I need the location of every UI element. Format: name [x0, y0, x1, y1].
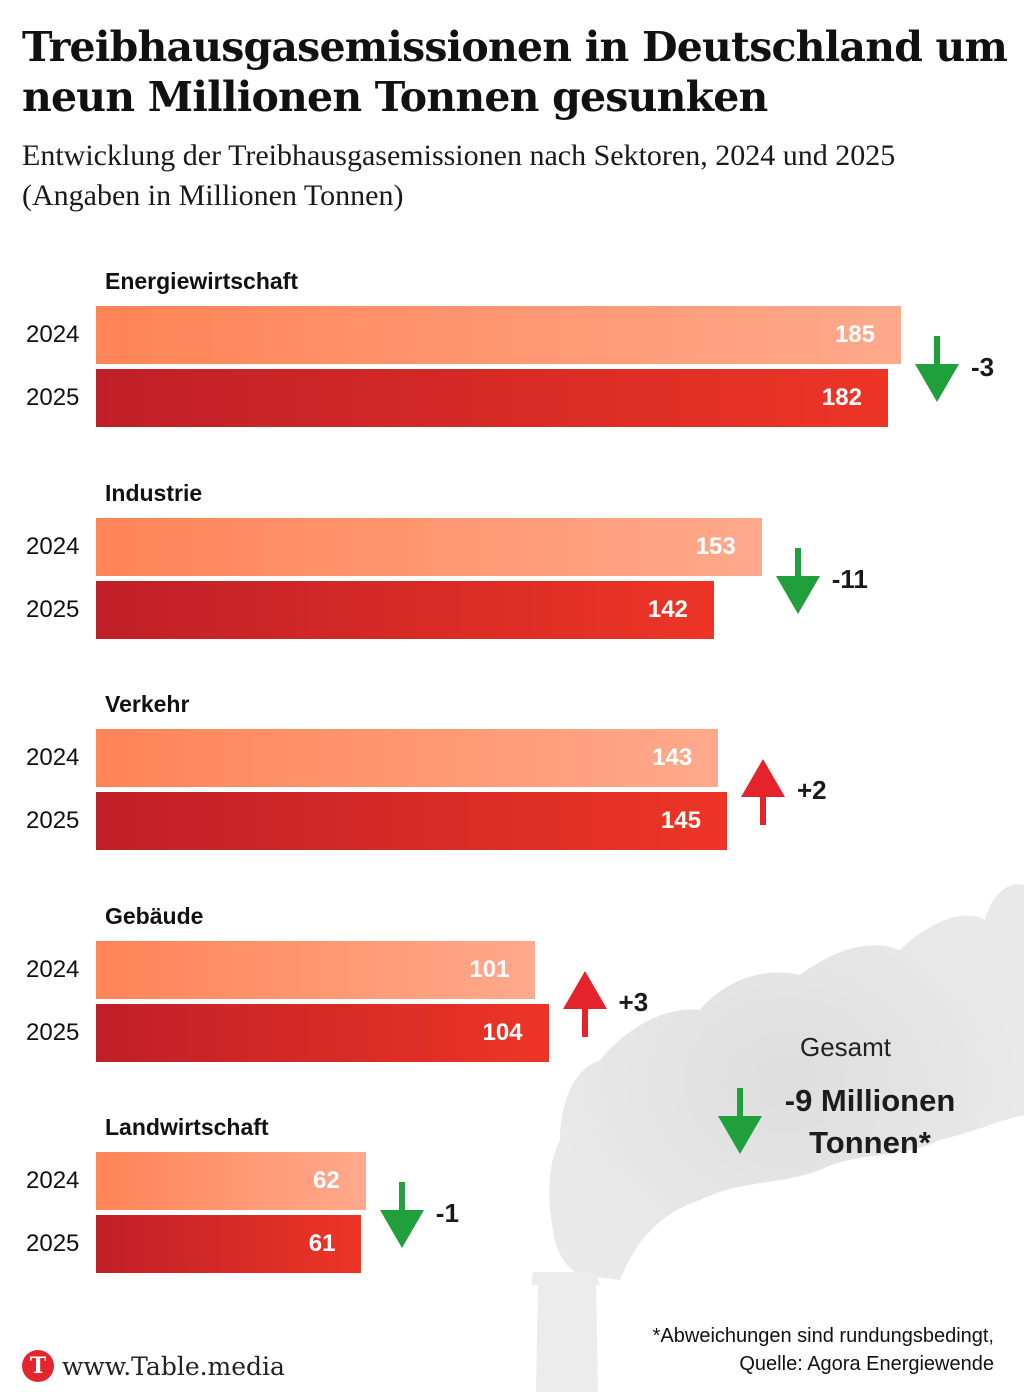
year-label: 2024: [26, 532, 80, 560]
table-media-logo-icon: T: [22, 1350, 54, 1382]
year-label: 2025: [26, 1018, 80, 1046]
bar-value-label: 61: [308, 1230, 336, 1257]
arrow-down-icon: [775, 547, 820, 614]
year-label: 2025: [26, 384, 80, 411]
bar-value-label: 62: [313, 1167, 340, 1194]
change-indicator-gebaeude: +3: [562, 970, 703, 1041]
bar-industrie-2025: 142: [96, 580, 714, 639]
arrow-down-icon: [915, 336, 959, 402]
year-label: 2024: [26, 321, 80, 348]
bar-value-label: 185: [834, 321, 875, 348]
bar-gebaeude-2025: 104: [96, 1003, 549, 1062]
change-indicator-landwirtschaft: -1: [379, 1182, 520, 1252]
arrow-down-icon: [379, 1182, 424, 1248]
bar-value-label: 142: [647, 595, 688, 623]
bar-value-label: 182: [821, 384, 862, 411]
change-value-label: -1: [435, 1198, 459, 1228]
sector-label-verkehr: Verkehr: [105, 691, 190, 717]
bar-value-label: 153: [695, 532, 736, 560]
bar-value-label: 143: [652, 744, 693, 771]
brand-url[interactable]: www.Table.media: [62, 1351, 285, 1381]
year-label: 2025: [26, 807, 80, 834]
sector-label-energiewirtschaft: Energiewirtschaft: [105, 268, 298, 294]
bar-industrie-2024: 153: [96, 517, 762, 576]
sector-label-industrie: Industrie: [105, 479, 203, 506]
footnote-source: Quelle: Agora Energiewende: [739, 1353, 994, 1375]
year-label: 2024: [26, 955, 80, 983]
change-value-label: -11: [831, 563, 868, 594]
bar-verkehr-2024: 143: [96, 729, 719, 787]
chart-title: Treibhausgasemissionen in Deutschland um…: [22, 23, 1008, 121]
arrow-up-icon: [562, 970, 607, 1037]
total-label: Gesamt: [800, 1032, 892, 1062]
year-label: 2024: [26, 744, 80, 771]
total-value: -9 Millionen Tonnen*: [784, 1083, 956, 1160]
change-indicator-energiewirtschaft: -3: [915, 336, 1024, 406]
year-label: 2025: [26, 595, 80, 623]
arrow-up-icon: [740, 759, 785, 825]
change-value-label: +2: [796, 775, 827, 805]
change-indicator-verkehr: +2: [740, 759, 881, 829]
footnote-rounding: *Abweichungen sind rundungsbedingt,: [652, 1325, 994, 1347]
total-down-arrow-icon: [718, 1088, 762, 1154]
bar-value-label: 101: [469, 955, 510, 983]
bar-gebaeude-2024: 101: [96, 940, 536, 999]
bar-energiewirtschaft-2024: 185: [96, 306, 901, 364]
year-label: 2024: [26, 1167, 80, 1194]
change-value-label: -3: [971, 352, 995, 382]
year-label: 2025: [26, 1230, 80, 1257]
brand: T www.Table.media: [22, 1348, 285, 1384]
change-indicator-industrie: -11: [775, 547, 916, 618]
bar-landwirtschaft-2025: 61: [96, 1215, 362, 1273]
chart-subtitle: Entwicklung der Treibhausgasemissionen n…: [22, 139, 896, 212]
bar-landwirtschaft-2024: 62: [96, 1152, 366, 1210]
bar-value-label: 104: [482, 1018, 523, 1046]
sector-label-landwirtschaft: Landwirtschaft: [105, 1114, 269, 1140]
sector-label-gebaeude: Gebäude: [105, 902, 204, 929]
bar-energiewirtschaft-2025: 182: [96, 369, 888, 427]
bar-verkehr-2025: 145: [96, 792, 727, 850]
change-value-label: +3: [618, 986, 649, 1017]
footnote: *Abweichungen sind rundungsbedingt, Quel…: [653, 1322, 994, 1378]
bar-value-label: 145: [660, 807, 701, 834]
